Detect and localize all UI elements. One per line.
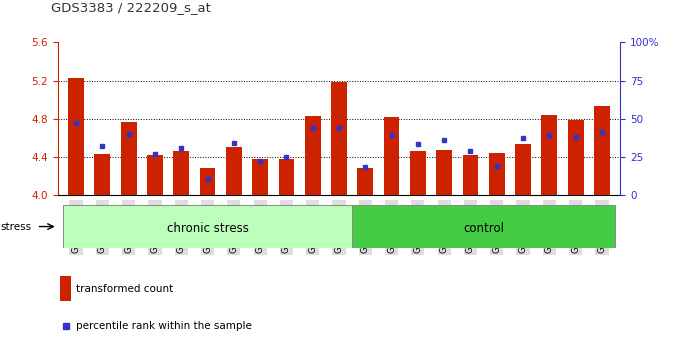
Text: control: control [463, 222, 504, 235]
Bar [352, 205, 615, 248]
Bar [60, 276, 71, 301]
Bar [305, 116, 321, 195]
Text: stress: stress [1, 222, 32, 232]
Bar [174, 151, 189, 195]
Text: chronic stress: chronic stress [167, 222, 248, 235]
Bar [94, 154, 111, 195]
Bar [279, 159, 294, 195]
Text: percentile rank within the sample: percentile rank within the sample [76, 321, 252, 331]
Bar [462, 155, 479, 195]
Bar [147, 155, 163, 195]
Bar [515, 144, 531, 195]
Bar [121, 122, 136, 195]
Bar [331, 82, 347, 195]
Bar [489, 153, 504, 195]
Text: GDS3383 / 222209_s_at: GDS3383 / 222209_s_at [51, 1, 211, 14]
Bar [226, 147, 241, 195]
Bar [594, 106, 610, 195]
Bar [567, 120, 584, 195]
Bar [437, 150, 452, 195]
Bar [542, 115, 557, 195]
Bar [410, 151, 426, 195]
Bar [252, 160, 268, 195]
Bar [63, 205, 352, 248]
Bar [384, 117, 399, 195]
Text: transformed count: transformed count [76, 284, 173, 294]
Bar [68, 78, 84, 195]
Bar [199, 168, 216, 195]
Bar [357, 168, 373, 195]
